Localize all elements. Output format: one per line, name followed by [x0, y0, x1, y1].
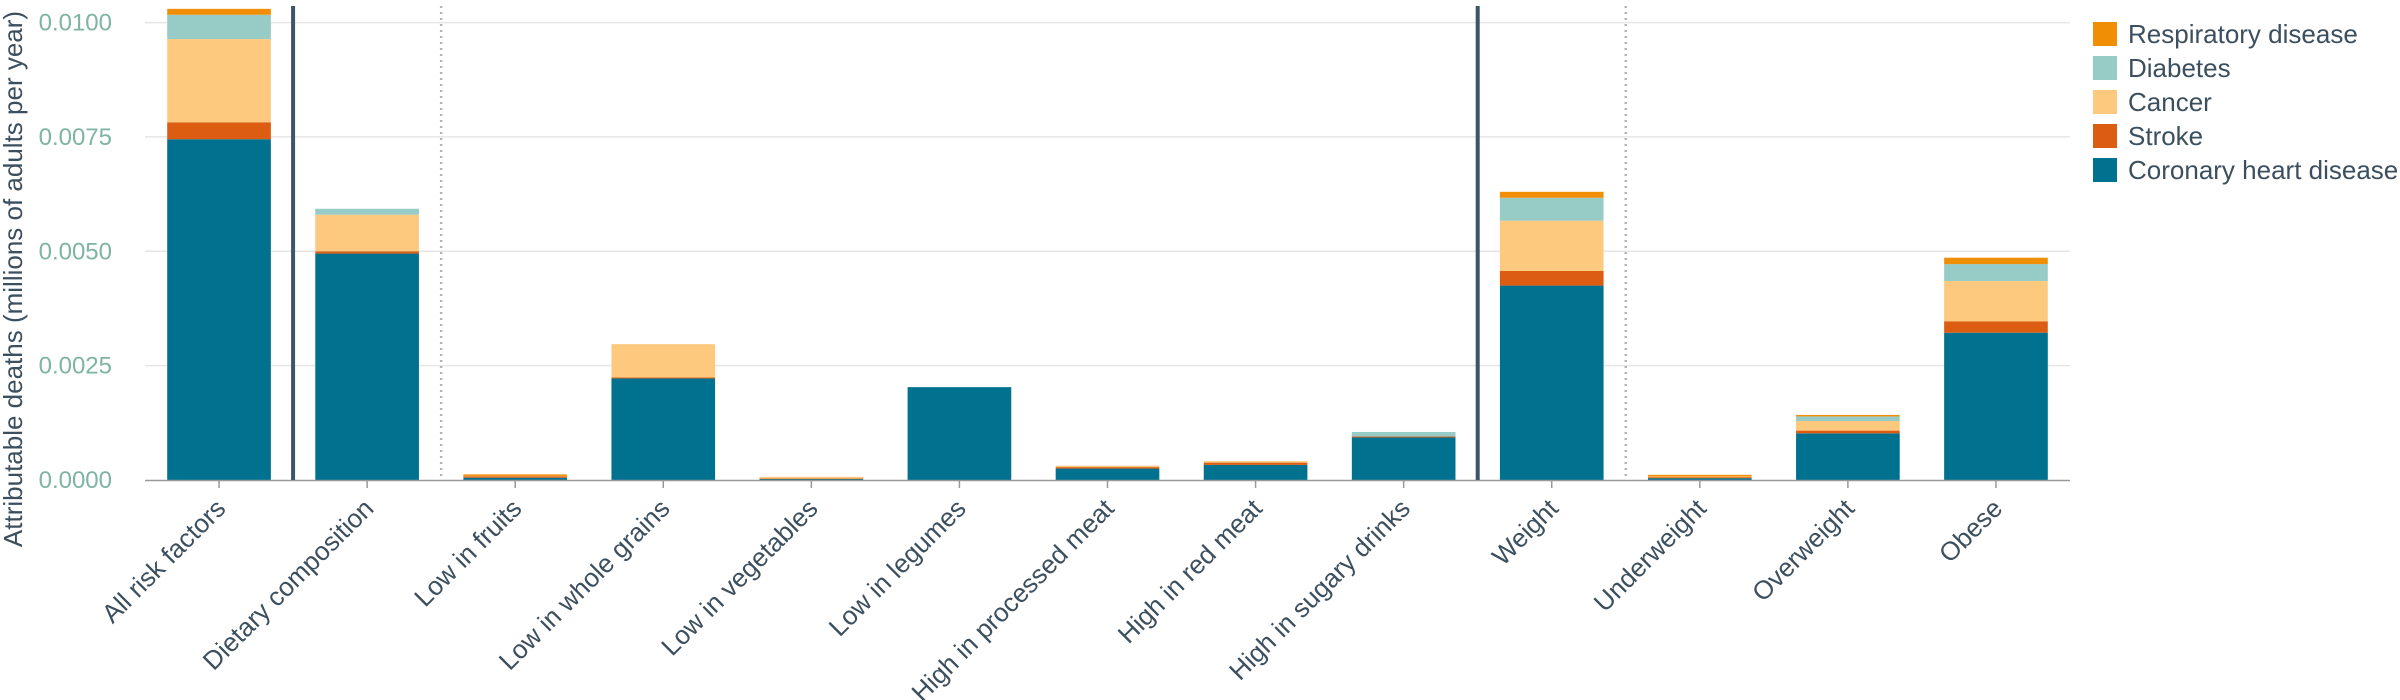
bar-segment: [1796, 430, 1900, 434]
bar-segment: [759, 478, 864, 480]
bar-segment: [759, 476, 864, 479]
bar-segment: [315, 251, 419, 254]
legend-swatch: [2093, 124, 2117, 148]
bar-segment: [315, 253, 419, 480]
legend: Respiratory disease Diabetes Cancer Stroke C…: [2093, 19, 2398, 185]
bar-segment: [1647, 475, 1752, 478]
bars: [167, 8, 2048, 480]
bar-segment: [1796, 433, 1900, 480]
bar-segment: [1944, 332, 2048, 480]
bar-segment: [907, 387, 1012, 480]
bar-segment: [1203, 461, 1308, 463]
bar-segment: [1647, 478, 1752, 480]
bar-segment: [1055, 465, 1160, 468]
x-tick-label: Low in legumes: [823, 493, 972, 642]
y-tick-label: 0.0050: [39, 238, 112, 265]
bar-segment: [1647, 476, 1752, 479]
bar-segment: [1499, 191, 1604, 198]
bar-segment: [1351, 431, 1456, 437]
bar-segment: [315, 214, 419, 252]
x-tick-label: Weight: [1486, 492, 1565, 571]
x-tick-label: Low in fruits: [408, 493, 527, 612]
y-tick-label: 0.0000: [39, 467, 112, 494]
legend-label: Cancer: [2128, 87, 2212, 117]
legend-swatch: [2093, 56, 2117, 80]
legend-swatch: [2093, 158, 2117, 182]
legend-swatch: [2093, 22, 2117, 46]
x-tick-label: Underweight: [1588, 492, 1713, 617]
bar-segment: [1944, 264, 2048, 282]
y-tick-label: 0.0075: [39, 124, 112, 151]
bar-segment: [611, 378, 716, 480]
bar-segment: [1055, 468, 1160, 480]
bar-segment: [1944, 281, 2048, 322]
x-tick-label: Overweight: [1746, 492, 1861, 607]
bar-segment: [167, 139, 271, 480]
bar-segment: [1203, 464, 1308, 480]
bar-segment: [1944, 257, 2048, 265]
legend-label: Stroke: [2128, 121, 2203, 151]
bar-segment: [1796, 416, 1900, 421]
bar-segment: [315, 208, 419, 215]
bar-segment: [1351, 437, 1456, 480]
bar-segment: [463, 474, 568, 476]
axes: 0.0000 0.0025 0.0050 0.0075 0.0100 All risk f…: [0, 6, 2070, 700]
y-tick-label: 0.0100: [39, 10, 112, 37]
y-axis-title: Attributable deaths (millions of adults …: [0, 11, 28, 547]
x-tick-label: Obese: [1933, 493, 2008, 568]
legend-swatch: [2093, 90, 2117, 114]
bar-segment: [1647, 474, 1752, 477]
bar-segment: [1055, 467, 1160, 469]
bar-segment: [463, 476, 568, 478]
x-tick-label: Low in vegetables: [655, 493, 823, 661]
legend-label: Respiratory disease: [2128, 19, 2358, 49]
bar-segment: [1796, 414, 1900, 417]
legend-label: Diabetes: [2128, 53, 2231, 83]
bar-segment: [1499, 220, 1604, 271]
bar-segment: [1203, 462, 1308, 465]
bar-segment: [1499, 285, 1604, 480]
bar-segment: [611, 376, 716, 379]
bar-segment: [1944, 321, 2048, 333]
bar-segment: [611, 344, 716, 378]
legend-label: Coronary heart disease: [2128, 155, 2398, 185]
bar-segment: [1499, 270, 1604, 286]
bar-segment: [1351, 435, 1456, 438]
x-tick-label: High in red meat: [1112, 492, 1269, 649]
bar-segment: [167, 8, 271, 15]
bar-segment: [1499, 197, 1604, 221]
x-tick-label: All risk factors: [96, 493, 232, 629]
bar-segment: [167, 39, 271, 123]
bar-segment: [167, 122, 271, 140]
y-tick-label: 0.0025: [39, 353, 112, 380]
gridlines: [145, 21, 2070, 367]
bar-segment: [463, 477, 568, 480]
bar-segment: [167, 14, 271, 40]
bar-segment: [1796, 420, 1900, 431]
